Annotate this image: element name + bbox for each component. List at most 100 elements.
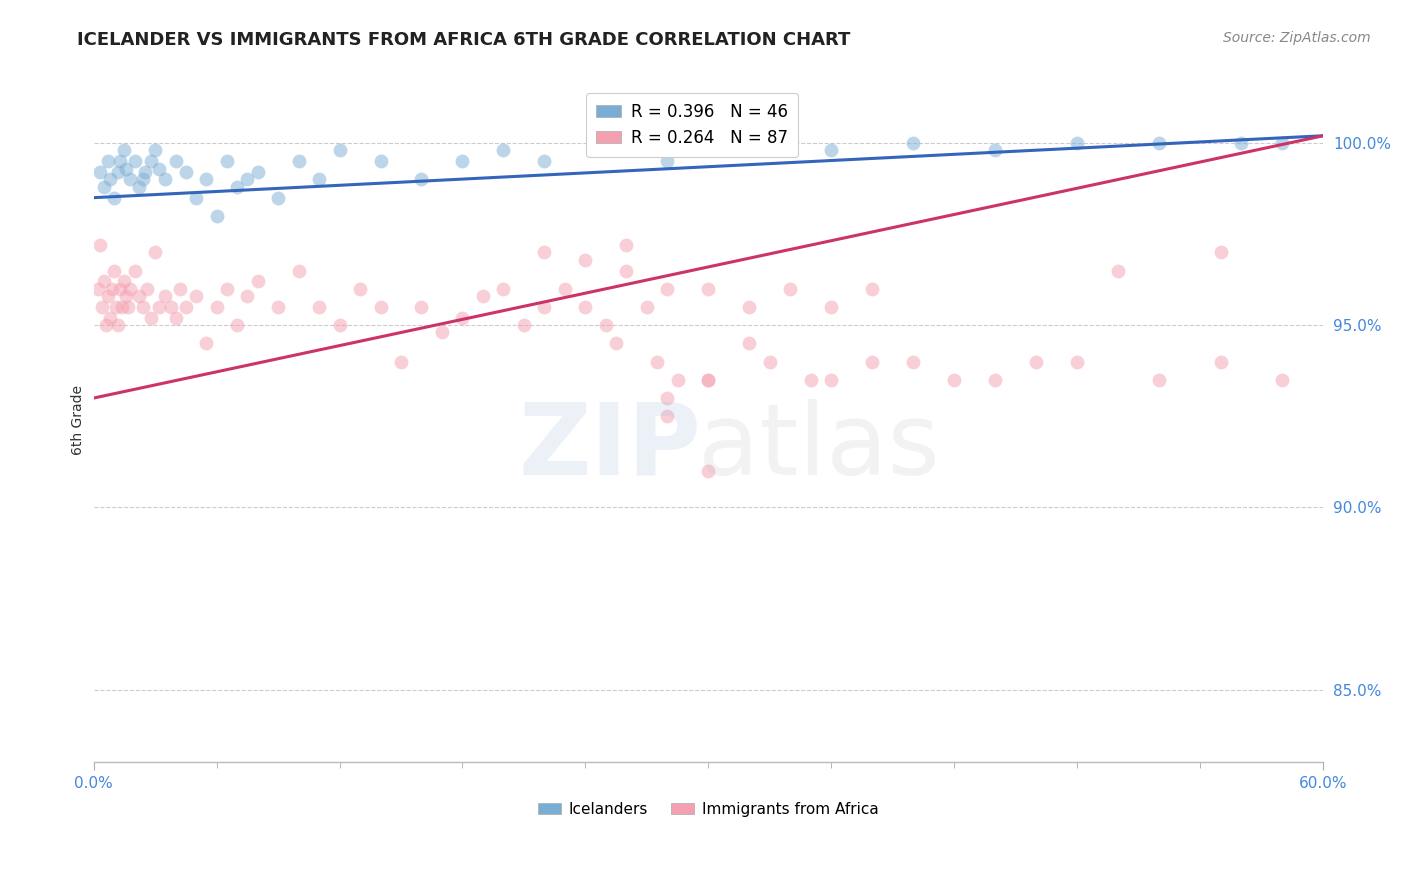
Point	[759, 354, 782, 368]
Point	[236, 289, 259, 303]
Point	[128, 289, 150, 303]
Point	[101, 282, 124, 296]
Point	[666, 373, 689, 387]
Point	[605, 336, 627, 351]
Point	[117, 300, 139, 314]
Point	[165, 154, 187, 169]
Point	[246, 165, 269, 179]
Point	[98, 172, 121, 186]
Point	[411, 172, 433, 186]
Point	[1066, 354, 1088, 368]
Point	[105, 300, 128, 314]
Point	[128, 179, 150, 194]
Point	[984, 373, 1007, 387]
Point	[226, 179, 249, 194]
Point	[205, 300, 228, 314]
Point	[697, 282, 720, 296]
Text: atlas: atlas	[699, 399, 941, 496]
Point	[1209, 354, 1232, 368]
Point	[430, 326, 453, 340]
Point	[134, 165, 156, 179]
Point	[267, 191, 290, 205]
Point	[554, 282, 576, 296]
Point	[595, 144, 617, 158]
Point	[110, 154, 132, 169]
Point	[820, 144, 842, 158]
Point	[451, 310, 474, 325]
Point	[236, 172, 259, 186]
Point	[860, 282, 883, 296]
Point	[860, 354, 883, 368]
Legend: Icelanders, Immigrants from Africa: Icelanders, Immigrants from Africa	[533, 796, 884, 823]
Point	[287, 154, 309, 169]
Point	[287, 263, 309, 277]
Point	[155, 172, 177, 186]
Point	[169, 282, 191, 296]
Point	[115, 289, 138, 303]
Point	[86, 282, 108, 296]
Point	[93, 179, 115, 194]
Point	[165, 310, 187, 325]
Point	[107, 318, 129, 333]
Point	[389, 354, 412, 368]
Point	[1066, 136, 1088, 150]
Point	[215, 282, 238, 296]
Point	[143, 144, 166, 158]
Point	[93, 275, 115, 289]
Point	[616, 238, 638, 252]
Point	[492, 144, 515, 158]
Point	[800, 373, 823, 387]
Point	[148, 300, 170, 314]
Point	[492, 282, 515, 296]
Point	[139, 310, 162, 325]
Point	[174, 165, 197, 179]
Point	[107, 165, 129, 179]
Point	[533, 245, 555, 260]
Point	[103, 263, 125, 277]
Point	[246, 275, 269, 289]
Point	[267, 300, 290, 314]
Point	[349, 282, 371, 296]
Point	[1230, 136, 1253, 150]
Point	[636, 300, 658, 314]
Point	[174, 300, 197, 314]
Point	[903, 354, 925, 368]
Point	[89, 165, 111, 179]
Point	[115, 161, 138, 176]
Point	[215, 154, 238, 169]
Point	[97, 289, 120, 303]
Point	[820, 300, 842, 314]
Point	[195, 172, 218, 186]
Point	[738, 336, 761, 351]
Point	[738, 136, 761, 150]
Point	[657, 154, 679, 169]
Point	[132, 172, 155, 186]
Point	[903, 136, 925, 150]
Point	[89, 238, 111, 252]
Point	[1271, 373, 1294, 387]
Point	[90, 300, 112, 314]
Point	[657, 391, 679, 405]
Point	[595, 318, 617, 333]
Text: Source: ZipAtlas.com: Source: ZipAtlas.com	[1223, 31, 1371, 45]
Point	[1107, 263, 1129, 277]
Point	[533, 300, 555, 314]
Point	[411, 300, 433, 314]
Point	[697, 373, 720, 387]
Point	[120, 172, 142, 186]
Point	[370, 154, 392, 169]
Point	[697, 373, 720, 387]
Point	[472, 289, 495, 303]
Point	[1149, 373, 1171, 387]
Point	[451, 154, 474, 169]
Point	[148, 161, 170, 176]
Point	[513, 318, 536, 333]
Point	[308, 172, 330, 186]
Point	[110, 282, 132, 296]
Point	[112, 144, 135, 158]
Point	[645, 354, 668, 368]
Point	[195, 336, 218, 351]
Text: ICELANDER VS IMMIGRANTS FROM AFRICA 6TH GRADE CORRELATION CHART: ICELANDER VS IMMIGRANTS FROM AFRICA 6TH …	[77, 31, 851, 49]
Point	[533, 154, 555, 169]
Point	[205, 209, 228, 223]
